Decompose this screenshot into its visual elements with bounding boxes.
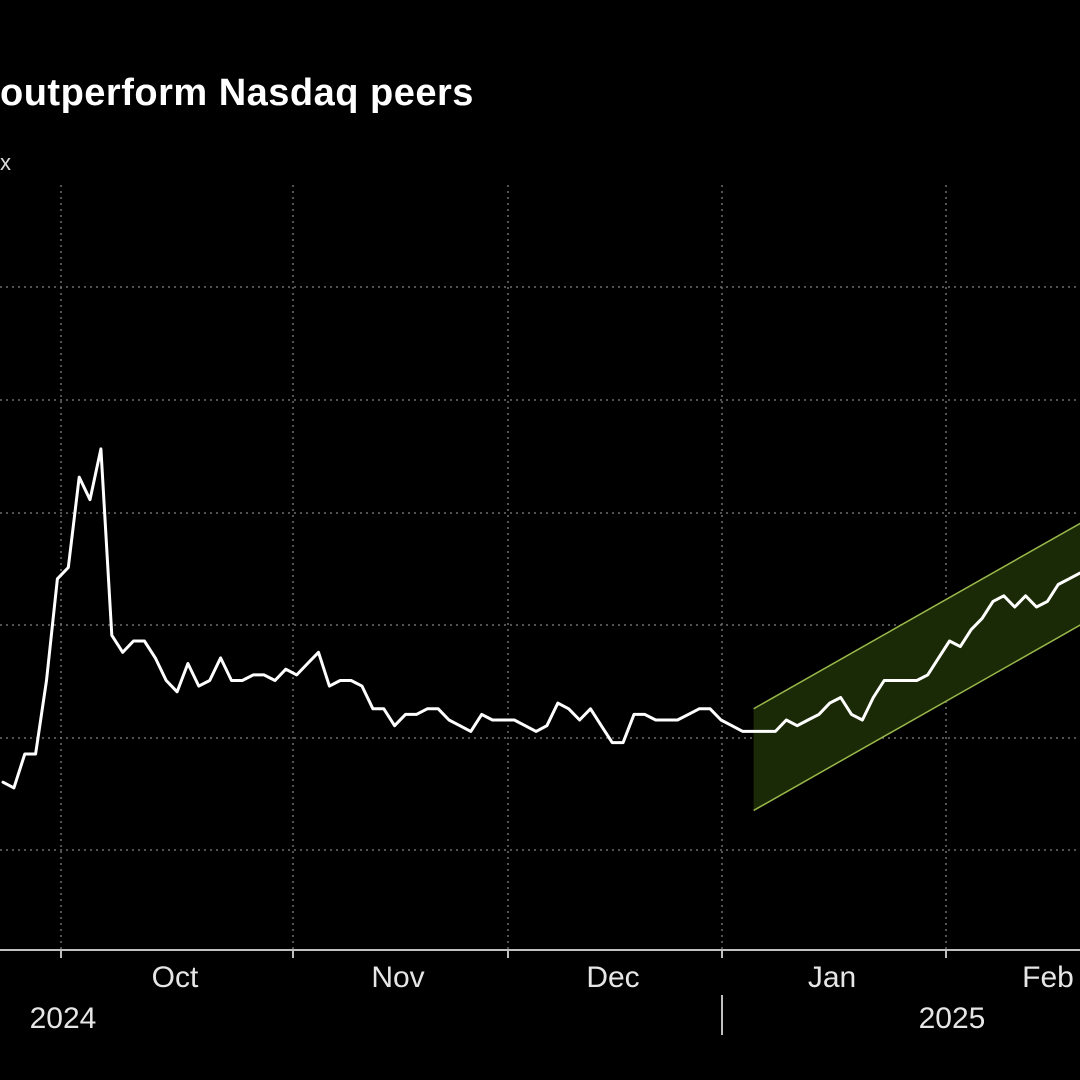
grid	[0, 185, 1080, 950]
x-tick-label: Feb	[1022, 961, 1074, 994]
year-label: 2025	[919, 1002, 986, 1035]
chart-title: outperform Nasdaq peers	[0, 72, 474, 114]
x-tick-label: Jan	[808, 961, 856, 994]
x-tick-label: Nov	[371, 961, 424, 994]
trend-channel	[753, 522, 1080, 812]
x-axis: Oct Nov Dec Jan Feb 2024 2025	[0, 949, 1080, 1035]
trend-channel-upper-edge	[753, 522, 1080, 710]
series	[1, 447, 1080, 790]
trend-channel-fill	[753, 523, 1080, 811]
trend-channel-lower-edge	[753, 624, 1080, 812]
year-label: 2024	[30, 1002, 97, 1035]
series-line-relative-performance	[1, 447, 1080, 790]
x-tick-label: Dec	[586, 961, 639, 994]
x-tick-label: Oct	[152, 961, 199, 994]
chart-subtitle: x	[0, 150, 11, 175]
